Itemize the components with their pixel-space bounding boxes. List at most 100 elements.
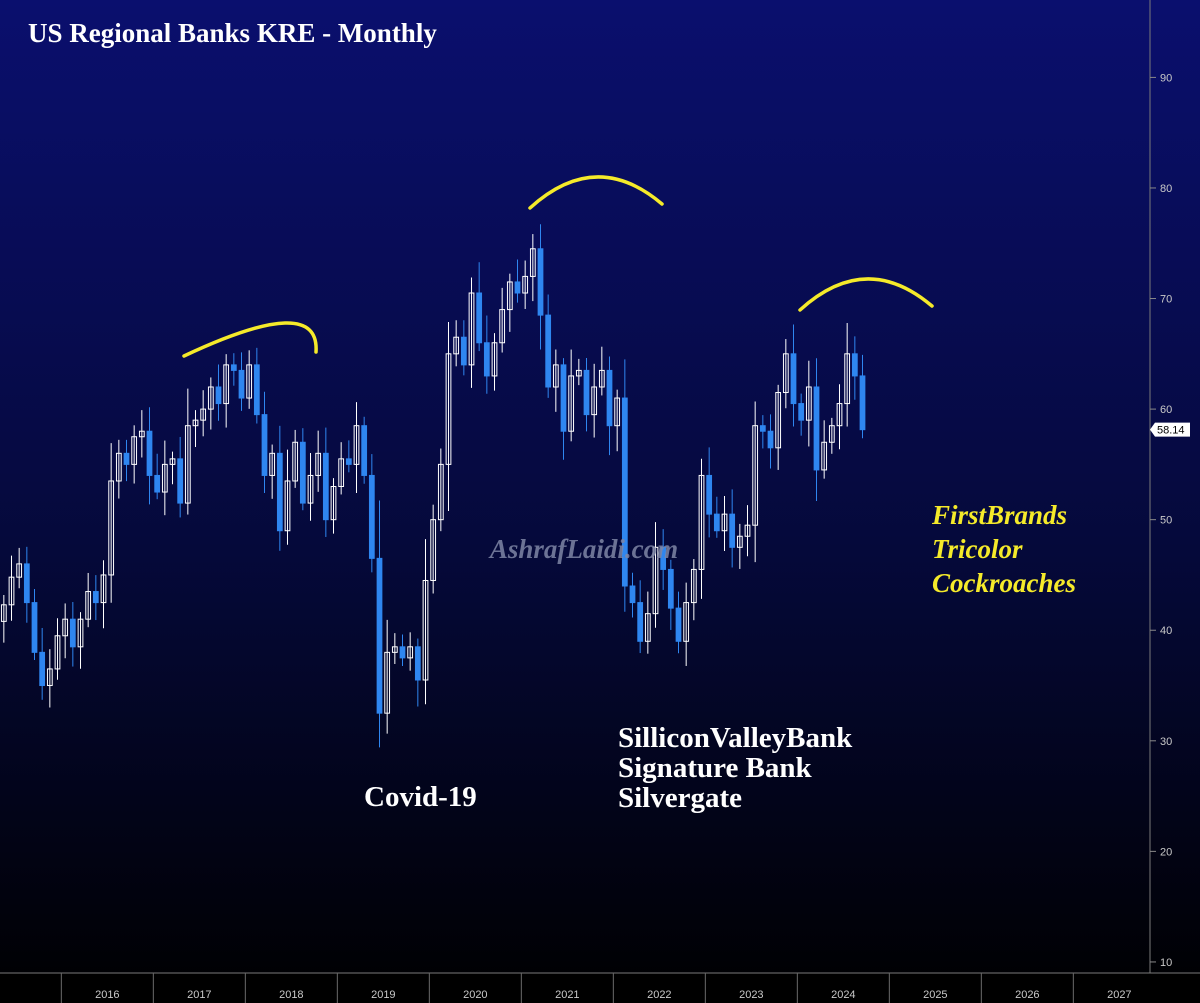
candle-body-down bbox=[39, 651, 46, 687]
candle bbox=[330, 478, 337, 534]
candle-body-up bbox=[115, 452, 122, 482]
candle-body-up bbox=[690, 568, 697, 604]
candle-body-down bbox=[177, 458, 184, 504]
candle bbox=[859, 354, 866, 439]
year-tick-label: 2019 bbox=[371, 989, 395, 1001]
candle bbox=[545, 294, 552, 398]
candle-body-down bbox=[146, 430, 153, 476]
annotation-line: Cockroaches bbox=[932, 568, 1076, 598]
year-tick-label: 2022 bbox=[647, 989, 671, 1001]
candle bbox=[476, 262, 483, 352]
candle-body-up bbox=[422, 579, 429, 681]
candle bbox=[836, 384, 843, 450]
candle-body-down bbox=[154, 474, 161, 493]
candle bbox=[453, 320, 460, 367]
candle-body-up bbox=[522, 275, 529, 294]
candle bbox=[813, 358, 820, 501]
candle bbox=[660, 529, 667, 590]
candle bbox=[514, 259, 521, 303]
candle bbox=[0, 594, 7, 643]
year-tick-label: 2023 bbox=[739, 989, 763, 1001]
candle bbox=[77, 612, 84, 669]
candle-body-up bbox=[292, 441, 299, 482]
candle-body-up bbox=[575, 369, 582, 377]
peak-arc bbox=[798, 277, 934, 312]
candle bbox=[499, 287, 506, 353]
candle bbox=[154, 453, 161, 500]
candle-body-up bbox=[200, 408, 207, 421]
candle bbox=[775, 384, 782, 470]
candle-body-down bbox=[253, 364, 260, 416]
candle bbox=[123, 439, 130, 482]
annotation-line: Covid-19 bbox=[364, 781, 477, 813]
annotations-layer: Covid-19 SilliconValleyBank Signature Bank… bbox=[364, 500, 1076, 814]
candle bbox=[430, 504, 437, 594]
candle-body-up bbox=[529, 248, 536, 277]
annotation-line: Signature Bank bbox=[618, 752, 813, 784]
candle-body-down bbox=[345, 458, 352, 465]
candle bbox=[353, 402, 360, 494]
annotation-line: Tricolor bbox=[932, 534, 1023, 564]
candle bbox=[215, 364, 222, 421]
price-tick-label: 90 bbox=[1160, 72, 1172, 84]
time-axis-background bbox=[0, 973, 1200, 1003]
candle-body-down bbox=[621, 397, 628, 587]
candle-body-down bbox=[361, 425, 368, 476]
candle bbox=[238, 352, 245, 411]
candle bbox=[223, 354, 230, 428]
candle-body-up bbox=[131, 436, 138, 465]
candle bbox=[721, 495, 728, 551]
candle-body-up bbox=[744, 524, 751, 537]
candle-body-down bbox=[537, 248, 544, 316]
candle bbox=[31, 588, 38, 660]
annotation-line: FirstBrands bbox=[931, 500, 1067, 530]
candle bbox=[591, 363, 598, 438]
candle bbox=[729, 489, 736, 568]
candle-body-up bbox=[330, 486, 337, 521]
candle-body-up bbox=[736, 535, 743, 548]
candle bbox=[736, 523, 743, 569]
candle-body-down bbox=[583, 369, 590, 416]
price-tick-label: 50 bbox=[1160, 515, 1172, 527]
candle bbox=[253, 347, 260, 424]
candle-body-up bbox=[506, 281, 513, 311]
candle-body-up bbox=[108, 480, 115, 576]
candle bbox=[8, 555, 15, 621]
last-price-box bbox=[1150, 422, 1190, 437]
candle-body-up bbox=[652, 546, 659, 615]
candle bbox=[115, 439, 122, 499]
year-tick-label: 2027 bbox=[1107, 989, 1131, 1001]
price-tick-label: 20 bbox=[1160, 846, 1172, 858]
last-price-label: 58.14 bbox=[1157, 425, 1185, 437]
candle-body-up bbox=[169, 458, 176, 465]
candle bbox=[276, 425, 283, 551]
candle-body-up bbox=[223, 364, 230, 405]
candle-body-down bbox=[514, 281, 521, 294]
candle-body-up bbox=[568, 375, 575, 432]
candle bbox=[568, 349, 575, 442]
candle bbox=[844, 323, 851, 427]
candle bbox=[445, 321, 452, 512]
candle-body-down bbox=[813, 386, 820, 471]
candle bbox=[522, 260, 529, 309]
candles-layer bbox=[0, 224, 866, 748]
price-tick-label: 40 bbox=[1160, 625, 1172, 637]
candle bbox=[299, 428, 306, 511]
annotation-names: FirstBrands Tricolor Cockroaches bbox=[931, 500, 1076, 598]
candle-body-up bbox=[307, 474, 314, 504]
candle bbox=[54, 618, 61, 680]
candle-body-up bbox=[698, 474, 705, 570]
price-tick-label: 10 bbox=[1160, 957, 1172, 969]
candle bbox=[138, 410, 145, 458]
candle-body-down bbox=[261, 414, 268, 476]
candle-body-down bbox=[414, 646, 421, 681]
candle bbox=[345, 440, 352, 473]
candle-body-up bbox=[384, 651, 391, 714]
candle bbox=[460, 320, 467, 376]
candle bbox=[537, 224, 544, 350]
candle-body-down bbox=[606, 369, 613, 427]
candle-body-up bbox=[407, 646, 414, 659]
candle-body-up bbox=[269, 452, 276, 476]
candle-body-up bbox=[100, 574, 107, 604]
